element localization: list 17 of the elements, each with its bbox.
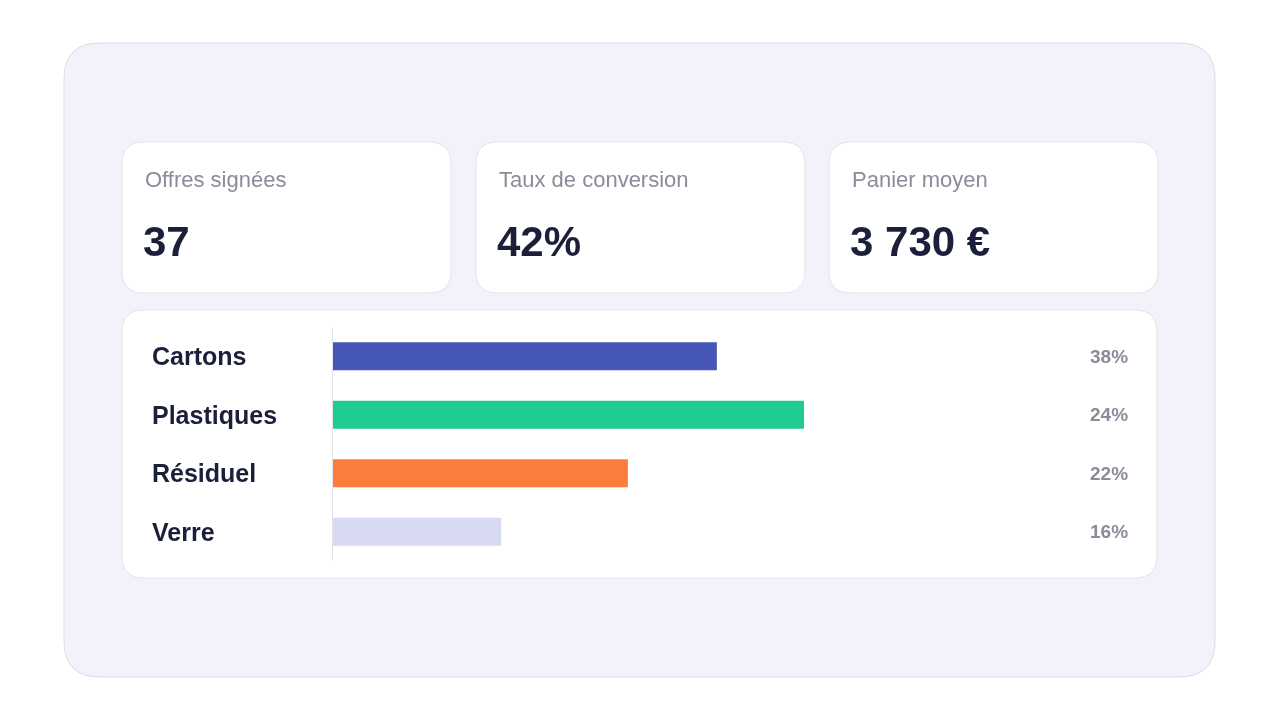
bar (333, 342, 717, 371)
data-label: 42% (497, 217, 582, 265)
text: 22% (1090, 463, 1129, 484)
category-label: Offres signées (145, 167, 287, 192)
text: 16% (1090, 521, 1129, 542)
bar (333, 400, 804, 429)
y-tick-label: Résiduel (152, 459, 257, 487)
text: 38% (1090, 346, 1129, 367)
category-label: Taux de conversion (499, 167, 689, 192)
data-label: 3 730 € (850, 217, 991, 265)
y-tick-label: Cartons (152, 342, 247, 370)
y-tick-label: Verre (152, 518, 215, 546)
data-label: 37 (143, 217, 190, 265)
bar (333, 459, 628, 488)
category-label: Panier moyen (852, 167, 988, 192)
y-tick-label: Plastiques (152, 401, 278, 429)
text: 24% (1090, 404, 1129, 425)
